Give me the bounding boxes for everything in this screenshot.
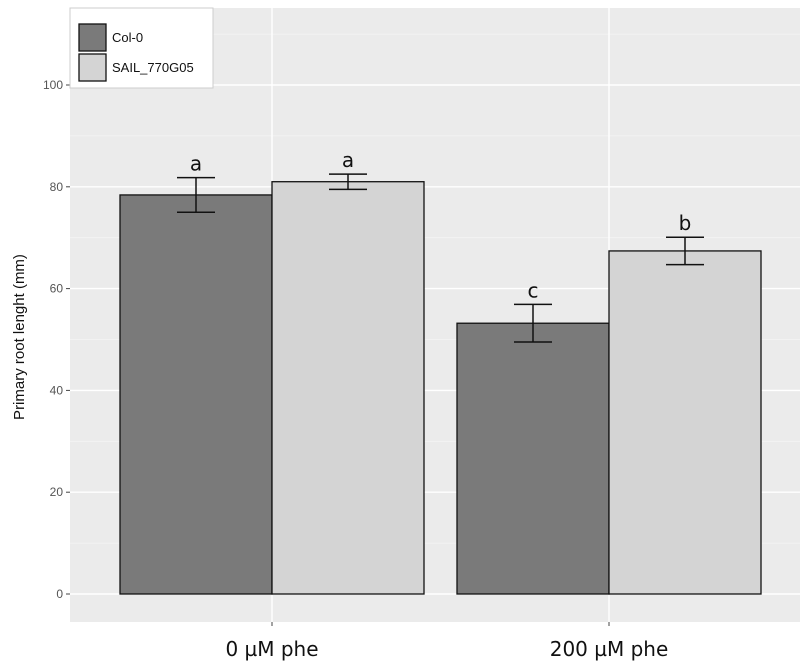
significance-label: c xyxy=(528,278,539,302)
y-tick-label: 20 xyxy=(50,485,64,499)
significance-label: a xyxy=(342,148,354,172)
legend-key xyxy=(78,23,107,52)
y-axis: 0 20 40 60 80 100 xyxy=(43,78,70,601)
legend-label: Col-0 xyxy=(112,30,143,45)
x-tick-label: 200 µM phe xyxy=(550,637,669,661)
bar xyxy=(456,322,610,595)
legend: Col-0 SAIL_770G05 xyxy=(69,7,214,89)
significance-labels: a c a b xyxy=(190,148,691,302)
y-tick-label: 40 xyxy=(50,383,64,397)
legend-label: SAIL_770G05 xyxy=(112,60,194,75)
bar xyxy=(119,194,273,595)
bars xyxy=(119,181,762,595)
significance-label: a xyxy=(190,152,202,176)
y-tick-label: 0 xyxy=(56,587,63,601)
y-axis-title: Primary root lenght (mm) xyxy=(11,254,28,420)
error-bars xyxy=(177,173,704,343)
bar xyxy=(271,181,425,595)
y-tick-label: 80 xyxy=(50,180,64,194)
y-tick-label: 60 xyxy=(50,282,64,296)
significance-label: b xyxy=(679,211,692,235)
x-axis: 0 µM phe 200 µM phe xyxy=(225,622,668,661)
legend-key xyxy=(78,53,107,82)
bar xyxy=(608,250,762,595)
y-tick-label: 100 xyxy=(43,78,63,92)
x-tick-label: 0 µM phe xyxy=(225,637,318,661)
